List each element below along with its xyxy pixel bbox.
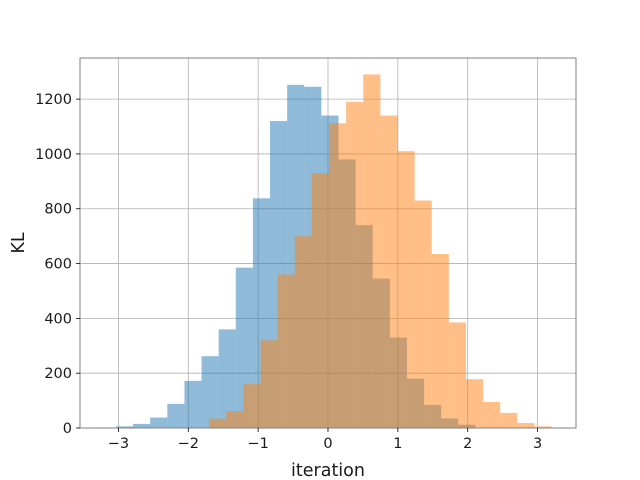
histogram-bar <box>218 329 236 428</box>
x-tick-label: −2 <box>178 436 199 452</box>
y-tick-label: 400 <box>44 311 72 327</box>
y-tick-label: 1200 <box>35 92 72 108</box>
histogram-bar <box>465 379 484 428</box>
y-tick-label: 0 <box>63 421 72 437</box>
y-tick-label: 200 <box>44 366 72 382</box>
x-tick-label: 3 <box>533 436 542 452</box>
histogram-bar <box>115 426 134 428</box>
y-tick-label: 800 <box>44 202 72 218</box>
x-tick-label: 1 <box>393 436 402 452</box>
histogram-bar <box>380 115 398 429</box>
histogram-bar <box>226 411 244 428</box>
histogram-bar <box>534 426 552 428</box>
histogram-bar <box>133 423 151 428</box>
histogram-bars <box>98 74 569 429</box>
x-tick-label: −3 <box>108 436 129 452</box>
histogram-series-2 <box>209 74 569 429</box>
y-tick-label: 1000 <box>35 147 72 163</box>
histogram-bar <box>167 403 185 428</box>
histogram-bar <box>363 74 381 428</box>
histogram-bar <box>346 101 364 428</box>
histogram-bar <box>483 401 501 428</box>
histogram-bar <box>184 380 202 428</box>
histogram-bar <box>260 340 278 428</box>
histogram-bar <box>448 322 466 428</box>
x-tick-label: 2 <box>463 436 472 452</box>
histogram-bar <box>311 173 330 428</box>
histogram-bar <box>209 418 227 428</box>
histogram-bar <box>243 384 261 428</box>
x-axis-label: iteration <box>291 461 365 480</box>
x-tick-label: 0 <box>323 436 332 452</box>
histogram-bar <box>397 151 415 428</box>
histogram-bar <box>414 200 432 428</box>
histogram-bar <box>150 417 168 428</box>
x-tick-label: −1 <box>247 436 268 452</box>
histogram-bar <box>201 356 219 428</box>
histogram-bar <box>294 236 312 428</box>
histogram-bar <box>431 253 449 428</box>
axis-ticks: −3 −2 −1 0 1 2 3 0 200 400 600 800 1000 1200 <box>35 92 542 452</box>
y-axis-label: KL <box>9 232 29 253</box>
histogram-bar <box>277 274 295 428</box>
histogram-bar <box>329 123 347 429</box>
histogram-bar <box>517 423 535 428</box>
y-tick-label: 600 <box>44 257 72 273</box>
histogram-bar <box>500 412 518 428</box>
